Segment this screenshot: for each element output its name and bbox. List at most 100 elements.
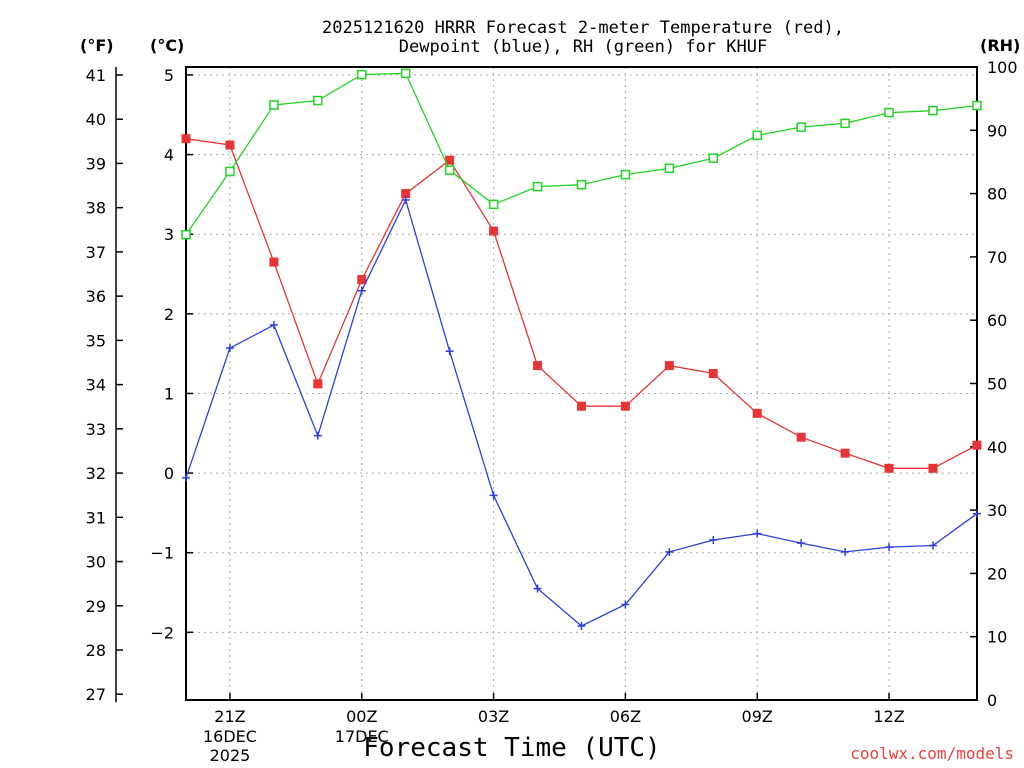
c-tick-label: −2 <box>150 623 174 642</box>
dewpoint-marker <box>577 621 586 630</box>
c-tick-label: 4 <box>164 146 174 165</box>
f-tick-label: 31 <box>86 508 106 527</box>
temperature-marker <box>313 379 323 389</box>
dewpoint-marker <box>665 547 674 556</box>
f-tick-label: 35 <box>86 331 106 350</box>
f-tick-label: 39 <box>86 154 106 173</box>
rh-marker <box>269 100 279 110</box>
series-layer <box>181 68 982 630</box>
f-tick-label: 29 <box>86 597 106 616</box>
c-tick-label: −1 <box>150 544 174 563</box>
f-tick-label: 36 <box>86 287 106 306</box>
dewpoint-marker <box>445 347 454 356</box>
rh-tick-label: 60 <box>987 311 1007 330</box>
dewpoint-marker <box>928 541 937 550</box>
plot-frame <box>185 66 978 701</box>
f-tick-label: 27 <box>86 685 106 704</box>
f-tick-label: 41 <box>86 66 106 85</box>
rh-marker <box>225 166 235 177</box>
chart-title-line2: Dewpoint (blue), RH (green) for KHUF <box>398 37 768 57</box>
x-tick-sublabel: 17DEC <box>335 727 389 746</box>
c-tick-label: 1 <box>164 384 174 403</box>
rh-marker <box>532 181 543 192</box>
f-tick-label: 38 <box>86 199 106 218</box>
f-tick-label: 30 <box>86 553 106 572</box>
temperature-marker <box>357 275 367 285</box>
rh-tick-label: 70 <box>987 248 1007 267</box>
x-tick-sublabel: 16DEC <box>203 727 257 746</box>
dewpoint-marker <box>841 547 850 556</box>
dewpoint-marker <box>269 320 278 329</box>
dewpoint-marker <box>225 344 234 353</box>
c-tick-label: 3 <box>164 225 174 244</box>
x-tick-label: 06Z <box>610 707 641 726</box>
c-tick-label: 0 <box>164 464 174 483</box>
x-tick-sublabel: 2025 <box>210 746 251 765</box>
dewpoint-marker <box>313 431 322 440</box>
temperature-marker <box>225 140 235 150</box>
rh-tick-label: 10 <box>987 628 1007 647</box>
x-tick-label: 09Z <box>742 707 773 726</box>
rh-marker <box>664 163 675 174</box>
dewpoint-marker <box>182 473 190 482</box>
temperature-marker <box>752 408 762 418</box>
temperature-marker <box>576 401 586 411</box>
temperature-marker <box>884 463 894 473</box>
rh-marker <box>444 165 455 175</box>
rh-tick-label: 50 <box>987 375 1007 394</box>
rh-marker <box>488 199 499 210</box>
rh-tick-label: 80 <box>987 185 1007 204</box>
unit-rh-label: (RH) <box>980 36 1021 55</box>
f-tick-label: 32 <box>86 464 106 483</box>
temperature-marker <box>928 463 938 473</box>
f-tick-label: 33 <box>86 420 106 439</box>
dewpoint-marker <box>709 535 718 544</box>
temperature-marker <box>489 226 499 236</box>
dewpoint-marker <box>885 543 894 552</box>
temperature-marker <box>181 134 191 144</box>
dewpoint-marker <box>401 195 410 204</box>
rh-tick-label: 100 <box>987 58 1018 77</box>
temperature-marker <box>620 401 630 411</box>
temperature-marker <box>840 448 850 458</box>
f-tick-label: 28 <box>86 641 106 660</box>
x-tick-label: 21Z <box>214 707 245 726</box>
grid-layer <box>186 67 977 700</box>
dewpoint-marker <box>489 491 498 500</box>
dewpoint-marker <box>753 529 762 538</box>
temperature-marker <box>796 432 806 442</box>
unit-c-label: (°C) <box>150 36 185 55</box>
rh-marker <box>752 130 762 141</box>
unit-f-label: (°F) <box>80 36 114 55</box>
chart-title-line1: 2025121620 HRRR Forecast 2-meter Tempera… <box>322 18 844 38</box>
temperature-marker <box>664 361 674 371</box>
dewpoint-line <box>185 198 978 627</box>
rh-marker <box>884 107 894 118</box>
c-tick-label: 2 <box>164 305 174 324</box>
x-tick-label: 00Z <box>346 707 377 726</box>
dewpoint-marker <box>972 509 981 518</box>
c-tick-label: 5 <box>164 66 174 85</box>
dewpoint-marker <box>357 286 366 295</box>
temperature-marker <box>269 257 279 267</box>
x-tick-label: 12Z <box>873 707 904 726</box>
f-tick-label: 34 <box>86 376 106 395</box>
dewpoint-marker <box>621 600 630 609</box>
rh-tick-label: 30 <box>987 501 1007 520</box>
rh-marker <box>708 153 719 163</box>
rh-tick-label: 0 <box>987 691 997 710</box>
temperature-marker <box>972 440 982 450</box>
rh-marker <box>620 169 631 180</box>
rh-line <box>185 72 977 236</box>
rh-tick-label: 90 <box>987 121 1007 140</box>
temperature-marker <box>708 369 718 379</box>
f-tick-label: 40 <box>86 110 106 129</box>
x-tick-label: 03Z <box>478 707 509 726</box>
credit-link[interactable]: coolwx.com/models <box>850 744 1014 763</box>
temperature-marker <box>533 361 543 371</box>
rh-marker <box>313 95 323 106</box>
f-tick-label: 37 <box>86 243 106 262</box>
rh-marker <box>972 100 982 111</box>
rh-marker <box>181 229 191 240</box>
